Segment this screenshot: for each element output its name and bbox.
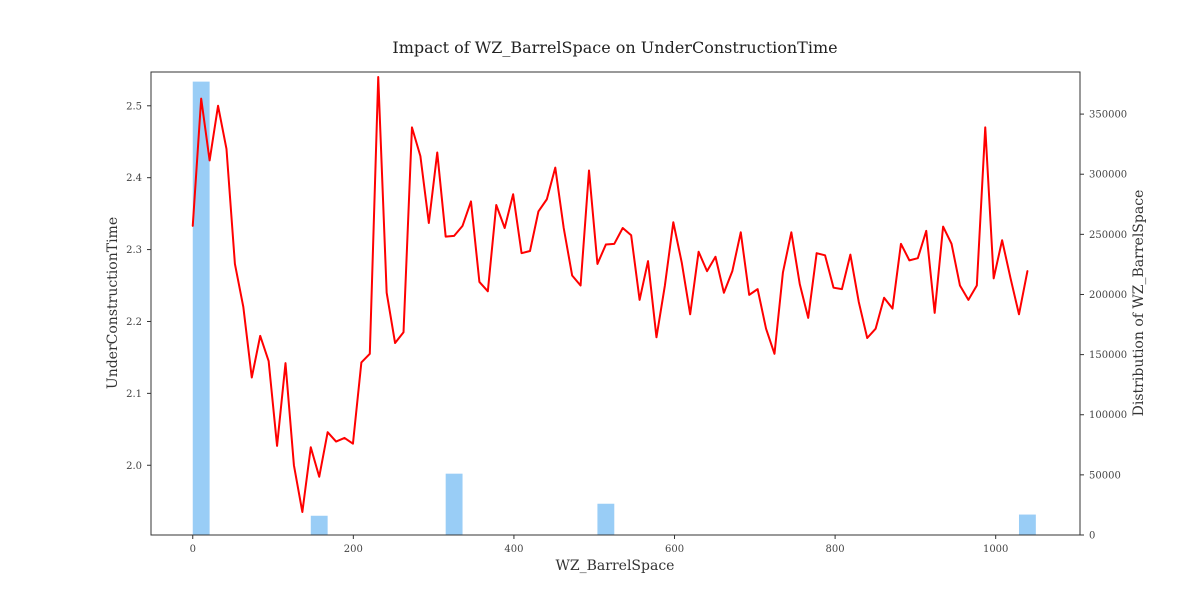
x-tick-label: 0 (190, 544, 196, 555)
y-tick-label: 2.0 (126, 461, 142, 472)
histogram-bar (310, 515, 328, 535)
y2-axis-label: Distribution of WZ_BarrelSpace (1131, 190, 1147, 417)
histogram-bar (1018, 514, 1036, 535)
plot-frame (150, 71, 1081, 536)
y2-tick-label: 250000 (1089, 230, 1127, 241)
line-series (191, 76, 1029, 513)
x-tick-label: 400 (504, 544, 523, 555)
y2-tick-label: 200000 (1089, 290, 1127, 301)
y2-tick-label: 100000 (1089, 410, 1127, 421)
y2-tick-label: 300000 (1089, 170, 1127, 181)
y-tick-label: 2.2 (126, 317, 142, 328)
y-tick-label: 2.5 (126, 101, 142, 112)
axes-layer: 0 200 400 600 800 1000 2.0 2.1 2.2 2.3 2.4 2.5 0 5000… (126, 71, 1127, 555)
y2-tick-label: 50000 (1089, 470, 1121, 481)
y2-tick-label: 0 (1089, 531, 1095, 542)
y-axis-label: UnderConstructionTime (105, 217, 121, 389)
chart-title: Impact of WZ_BarrelSpace on UnderConstru… (392, 38, 837, 57)
histogram-bar (445, 473, 463, 535)
line-layer (191, 76, 1029, 513)
y-tick-label: 2.1 (126, 389, 142, 400)
histogram-layer (192, 81, 1036, 536)
x-axis-label: WZ_BarrelSpace (556, 558, 675, 574)
x-tick-label: 800 (826, 544, 845, 555)
x-tick-label: 600 (665, 544, 684, 555)
y-tick-label: 2.3 (126, 245, 142, 256)
histogram-bar (597, 503, 615, 535)
x-tick-label: 200 (344, 544, 363, 555)
y2-tick-label: 150000 (1089, 350, 1127, 361)
y2-tick-label: 350000 (1089, 110, 1127, 121)
y-tick-label: 2.4 (126, 173, 142, 184)
x-tick-label: 1000 (983, 544, 1008, 555)
histogram-bar (192, 81, 210, 536)
